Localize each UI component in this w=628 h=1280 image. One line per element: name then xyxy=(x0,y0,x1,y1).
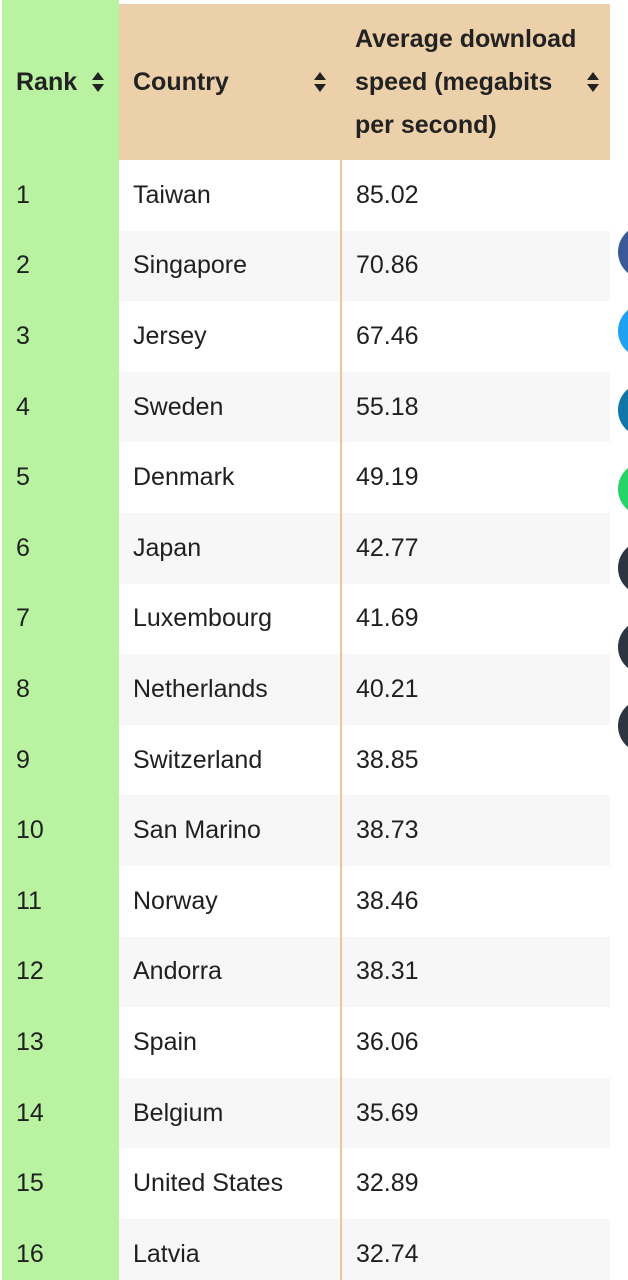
country-cell: Luxembourg xyxy=(119,583,341,655)
rank-column-background xyxy=(2,0,119,1280)
speed-cell: 35.69 xyxy=(340,1077,610,1149)
speed-cell: 55.18 xyxy=(340,371,610,443)
rank-cell: 14 xyxy=(16,1098,44,1127)
speed-cell: 49.19 xyxy=(340,442,610,513)
rank-cell: 6 xyxy=(16,533,30,562)
table-row: 16 Latvia 32.74 xyxy=(2,1218,610,1280)
speed-cell: 38.73 xyxy=(340,795,610,866)
speed-header-line1: Average download xyxy=(355,24,577,53)
country-header[interactable]: Country xyxy=(119,4,341,160)
country-cell: San Marino xyxy=(119,795,341,866)
rank-cell: 16 xyxy=(16,1239,44,1268)
rank-cell: 7 xyxy=(16,604,30,633)
rank-cell: 2 xyxy=(16,251,30,280)
table-header-row: Rank Country xyxy=(2,4,610,160)
table-row: 5 Denmark 49.19 xyxy=(2,442,610,513)
speed-header-line3: per second) xyxy=(355,110,497,139)
sort-updown-icon[interactable] xyxy=(313,71,327,93)
table-row: 1 Taiwan 85.02 xyxy=(2,160,610,231)
speed-cell: 40.21 xyxy=(340,654,610,725)
speed-cell: 85.02 xyxy=(340,160,610,231)
speed-header-label: Average download speed (megabits per sec… xyxy=(355,18,576,147)
linkedin-icon[interactable] xyxy=(618,383,628,437)
table-row: 11 Norway 38.46 xyxy=(2,865,610,937)
twitter-icon[interactable] xyxy=(618,304,628,358)
table-row: 9 Switzerland 38.85 xyxy=(2,724,610,796)
speed-cell: 38.31 xyxy=(340,936,610,1008)
table-row: 8 Netherlands 40.21 xyxy=(2,654,610,725)
speed-cell: 42.77 xyxy=(340,512,610,584)
table-row: 6 Japan 42.77 xyxy=(2,512,610,584)
table-row: 7 Luxembourg 41.69 xyxy=(2,583,610,655)
country-cell: Spain xyxy=(119,1007,341,1078)
rank-header[interactable]: Rank xyxy=(2,4,119,160)
rank-header-label: Rank xyxy=(16,67,78,96)
speed-cell: 70.86 xyxy=(340,230,610,302)
rank-cell: 10 xyxy=(16,816,44,845)
speed-cell: 32.89 xyxy=(340,1148,610,1219)
country-cell: Jersey xyxy=(119,301,341,372)
table-row: 12 Andorra 38.31 xyxy=(2,936,610,1008)
country-cell: Japan xyxy=(119,512,341,584)
country-cell: Taiwan xyxy=(119,160,341,231)
sort-updown-icon[interactable] xyxy=(586,71,600,93)
rank-cell: 9 xyxy=(16,745,30,774)
rank-cell: 15 xyxy=(16,1169,44,1198)
rank-cell: 12 xyxy=(16,957,44,986)
rank-cell: 1 xyxy=(16,180,30,209)
rank-cell: 8 xyxy=(16,674,30,703)
rank-cell: 13 xyxy=(16,1027,44,1056)
speed-cell: 41.69 xyxy=(340,583,610,655)
table-body: 1 Taiwan 85.02 2 Singapore 70.86 3 Jersey 67.46 4… xyxy=(2,160,610,1280)
country-cell: Belgium xyxy=(119,1077,341,1149)
country-cell: United States xyxy=(119,1148,341,1219)
country-cell: Sweden xyxy=(119,371,341,443)
table-row: 3 Jersey 67.46 xyxy=(2,301,610,372)
country-cell: Latvia xyxy=(119,1218,341,1280)
whatsapp-icon[interactable] xyxy=(618,462,628,516)
speed-header-line2: speed (megabits xyxy=(355,67,553,96)
rank-cell: 5 xyxy=(16,463,30,492)
speed-header[interactable]: Average download speed (megabits per sec… xyxy=(341,4,610,160)
table-row: 14 Belgium 35.69 xyxy=(2,1077,610,1149)
country-cell: Switzerland xyxy=(119,724,341,796)
rank-cell: 11 xyxy=(16,886,42,915)
country-cell: Norway xyxy=(119,865,341,937)
speed-cell: 67.46 xyxy=(340,301,610,372)
share-icon[interactable] xyxy=(618,699,628,753)
speed-cell: 38.85 xyxy=(340,724,610,796)
country-header-label: Country xyxy=(133,67,229,96)
country-cell: Andorra xyxy=(119,936,341,1008)
rank-cell: 3 xyxy=(16,321,30,350)
speed-cell: 32.74 xyxy=(340,1218,610,1280)
table-row: 2 Singapore 70.86 xyxy=(2,230,610,302)
table-row: 15 United States 32.89 xyxy=(2,1148,610,1219)
sort-updown-icon[interactable] xyxy=(91,71,105,93)
share-icon[interactable] xyxy=(618,541,628,595)
table-row: 13 Spain 36.06 xyxy=(2,1007,610,1078)
country-cell: Denmark xyxy=(119,442,341,513)
country-cell: Netherlands xyxy=(119,654,341,725)
share-icon[interactable] xyxy=(618,620,628,674)
rank-cell: 4 xyxy=(16,392,30,421)
country-cell: Singapore xyxy=(119,230,341,302)
speed-cell: 36.06 xyxy=(340,1007,610,1078)
speed-cell: 38.46 xyxy=(340,865,610,937)
table-row: 10 San Marino 38.73 xyxy=(2,795,610,866)
facebook-icon[interactable] xyxy=(618,225,628,279)
table-row: 4 Sweden 55.18 xyxy=(2,371,610,443)
speed-table: Rank Country xyxy=(2,4,610,1280)
